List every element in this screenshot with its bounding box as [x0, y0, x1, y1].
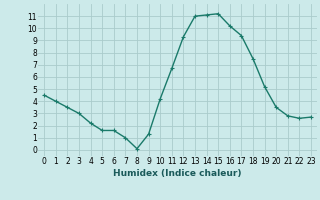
X-axis label: Humidex (Indice chaleur): Humidex (Indice chaleur) [113, 169, 242, 178]
